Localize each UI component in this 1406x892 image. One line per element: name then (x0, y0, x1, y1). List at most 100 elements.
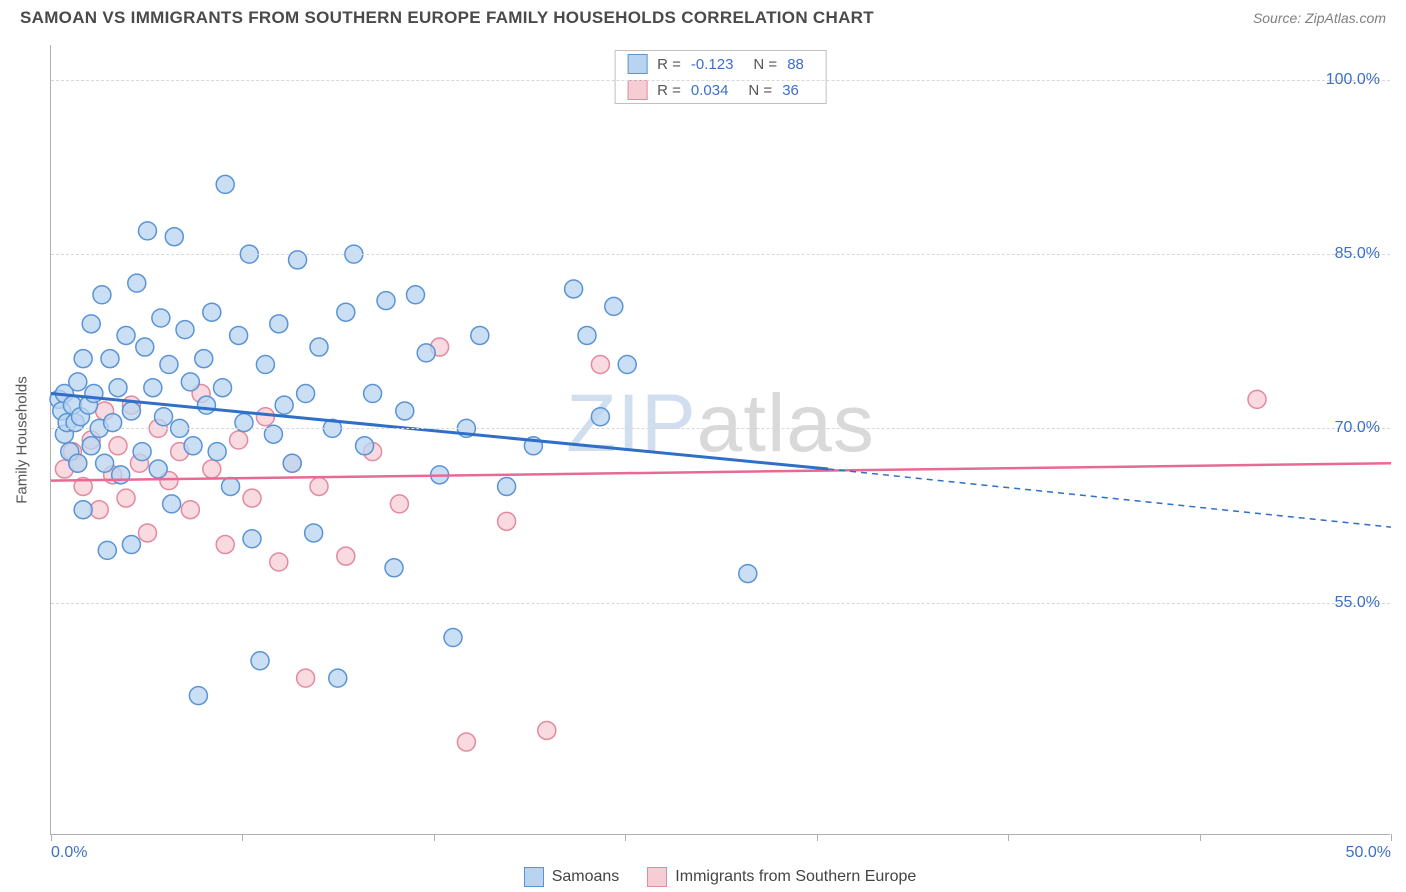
gridline (51, 80, 1390, 81)
scatter-point (82, 315, 100, 333)
scatter-point (605, 297, 623, 315)
x-tick-label: 50.0% (1346, 844, 1391, 862)
scatter-point (329, 669, 347, 687)
scatter-point (133, 443, 151, 461)
scatter-point (195, 350, 213, 368)
series-legend: Samoans Immigrants from Southern Europe (50, 867, 1390, 887)
scatter-point (128, 274, 146, 292)
trend-line (828, 469, 1391, 527)
x-tick (1391, 834, 1392, 841)
scatter-point (457, 733, 475, 751)
scatter-point (203, 460, 221, 478)
x-tick (51, 834, 52, 841)
scatter-point (498, 512, 516, 530)
scatter-point (155, 408, 173, 426)
y-axis-title: Family Households (14, 376, 31, 504)
scatter-point (297, 385, 315, 403)
scatter-point (112, 466, 130, 484)
legend-label-a: Samoans (552, 868, 620, 886)
scatter-point (364, 385, 382, 403)
scatter-point (165, 228, 183, 246)
scatter-point (356, 437, 374, 455)
x-tick (242, 834, 243, 841)
scatter-point (591, 355, 609, 373)
scatter-point (176, 321, 194, 339)
scatter-point (74, 501, 92, 519)
scatter-point (160, 355, 178, 373)
scatter-point (618, 355, 636, 373)
scatter-point (109, 437, 127, 455)
scatter-point (149, 460, 167, 478)
scatter-point (275, 396, 293, 414)
x-tick (434, 834, 435, 841)
scatter-svg (51, 45, 1390, 834)
swatch-a-icon (524, 867, 544, 887)
scatter-point (270, 553, 288, 571)
scatter-point (310, 338, 328, 356)
y-tick-label: 70.0% (1335, 419, 1380, 437)
scatter-point (222, 477, 240, 495)
scatter-point (270, 315, 288, 333)
scatter-point (69, 373, 87, 391)
scatter-point (243, 489, 261, 507)
scatter-point (565, 280, 583, 298)
scatter-point (109, 379, 127, 397)
scatter-point (98, 541, 116, 559)
scatter-point (444, 629, 462, 647)
gridline (51, 603, 1390, 604)
scatter-point (184, 437, 202, 455)
scatter-point (385, 559, 403, 577)
scatter-point (310, 477, 328, 495)
y-tick-label: 85.0% (1335, 245, 1380, 263)
scatter-point (390, 495, 408, 513)
scatter-point (305, 524, 323, 542)
scatter-point (406, 286, 424, 304)
scatter-point (138, 222, 156, 240)
swatch-b-icon (647, 867, 667, 887)
scatter-point (122, 536, 140, 554)
scatter-point (230, 326, 248, 344)
scatter-point (251, 652, 269, 670)
scatter-point (471, 326, 489, 344)
scatter-point (1248, 390, 1266, 408)
scatter-point (297, 669, 315, 687)
x-tick-label: 0.0% (51, 844, 87, 862)
scatter-point (243, 530, 261, 548)
x-tick (625, 834, 626, 841)
scatter-point (337, 547, 355, 565)
scatter-point (230, 431, 248, 449)
gridline (51, 428, 1390, 429)
scatter-point (591, 408, 609, 426)
scatter-point (82, 437, 100, 455)
source-label: Source: ZipAtlas.com (1253, 10, 1386, 26)
y-tick-label: 55.0% (1335, 594, 1380, 612)
y-tick-label: 100.0% (1326, 71, 1380, 89)
scatter-point (136, 338, 154, 356)
scatter-point (90, 501, 108, 519)
scatter-point (283, 454, 301, 472)
scatter-point (144, 379, 162, 397)
scatter-point (138, 524, 156, 542)
scatter-point (216, 175, 234, 193)
scatter-point (101, 350, 119, 368)
scatter-point (396, 402, 414, 420)
scatter-point (256, 408, 274, 426)
scatter-point (203, 303, 221, 321)
scatter-point (538, 721, 556, 739)
trend-line (51, 463, 1391, 480)
scatter-point (208, 443, 226, 461)
scatter-point (181, 501, 199, 519)
scatter-point (337, 303, 355, 321)
scatter-point (216, 536, 234, 554)
scatter-point (96, 454, 114, 472)
chart-plot-area: ZIPatlas R = -0.123 N = 88 R = 0.034 N =… (50, 45, 1390, 835)
scatter-point (214, 379, 232, 397)
scatter-point (117, 326, 135, 344)
scatter-point (739, 565, 757, 583)
scatter-point (189, 687, 207, 705)
legend-label-b: Immigrants from Southern Europe (675, 868, 916, 886)
chart-title: SAMOAN VS IMMIGRANTS FROM SOUTHERN EUROP… (20, 8, 874, 28)
scatter-point (122, 402, 140, 420)
scatter-point (578, 326, 596, 344)
scatter-point (74, 350, 92, 368)
